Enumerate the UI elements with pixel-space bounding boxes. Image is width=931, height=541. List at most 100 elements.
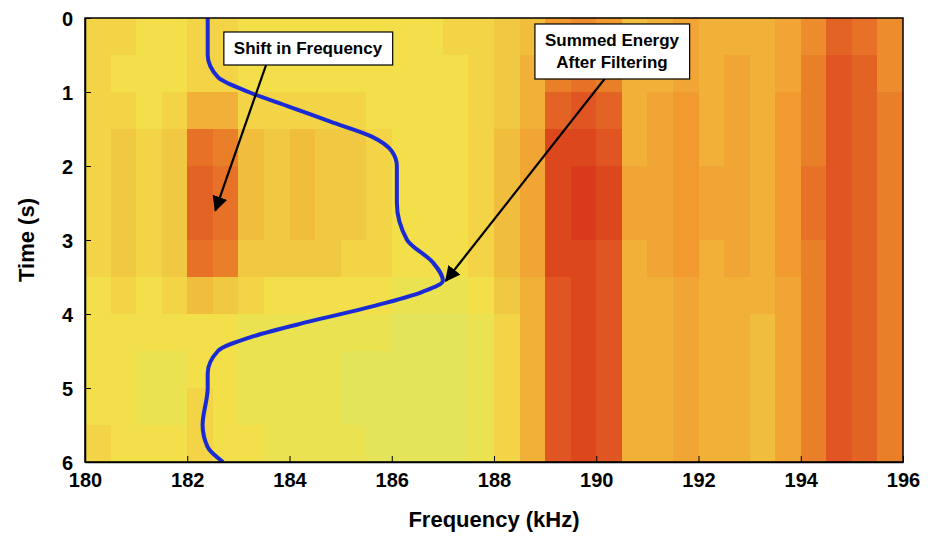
cell: [852, 55, 878, 93]
cell: [801, 129, 827, 167]
cell: [826, 55, 852, 93]
cell: [622, 425, 648, 462]
annotation: Summed EnergyAfter Filtering: [535, 24, 690, 79]
cell: [443, 425, 469, 462]
cell: [545, 425, 571, 462]
cell: [647, 166, 673, 204]
cell: [724, 240, 750, 278]
cell: [238, 425, 264, 462]
cell: [290, 425, 316, 462]
cell: [392, 351, 418, 389]
cell: [673, 277, 699, 315]
cell: [162, 388, 188, 426]
x-tick: 182: [171, 456, 204, 491]
cell: [647, 92, 673, 130]
cell: [494, 166, 520, 204]
cell: [187, 425, 213, 462]
cell: [724, 351, 750, 389]
cell: [111, 18, 137, 56]
x-tick: 192: [682, 456, 715, 491]
cell: [494, 277, 520, 315]
x-tick-label: 194: [785, 469, 819, 491]
cell: [852, 92, 878, 130]
cell: [136, 277, 162, 315]
cell: [162, 18, 188, 56]
cell: [213, 277, 239, 315]
cell: [622, 351, 648, 389]
cell: [85, 240, 111, 278]
cell: [315, 166, 341, 204]
cell: [213, 129, 239, 167]
cell: [290, 129, 316, 167]
cell: [545, 203, 571, 241]
cell: [111, 388, 137, 426]
cell: [417, 388, 443, 426]
cell: [750, 203, 776, 241]
cell: [187, 129, 213, 167]
cell: [417, 203, 443, 241]
cell: [622, 277, 648, 315]
cell: [366, 240, 392, 278]
cell: [136, 129, 162, 167]
cell: [443, 129, 469, 167]
cell: [647, 351, 673, 389]
cell: [699, 277, 725, 315]
cell: [622, 203, 648, 241]
cell: [136, 55, 162, 93]
cell: [443, 240, 469, 278]
cell: [724, 203, 750, 241]
x-tick-label: 184: [273, 469, 307, 491]
cell: [647, 314, 673, 352]
cell: [213, 166, 239, 204]
cell: [826, 425, 852, 462]
cell: [85, 55, 111, 93]
cell: [622, 166, 648, 204]
cell: [801, 314, 827, 352]
y-tick-label: 0: [62, 8, 73, 30]
cell: [366, 351, 392, 389]
cell: [162, 277, 188, 315]
cell: [699, 18, 725, 56]
cell: [750, 18, 776, 56]
cell: [520, 203, 546, 241]
cell: [750, 240, 776, 278]
cell: [571, 129, 597, 167]
cell: [85, 18, 111, 56]
cell: [571, 351, 597, 389]
cell: [315, 351, 341, 389]
cell: [699, 166, 725, 204]
cell: [775, 425, 801, 462]
x-tick-label: 190: [580, 469, 613, 491]
cell: [443, 166, 469, 204]
cell: [341, 92, 367, 130]
cell: [852, 388, 878, 426]
y-tick-mark: [85, 240, 91, 241]
y-axis-title: Time (s): [14, 198, 39, 282]
cell: [213, 240, 239, 278]
cell: [622, 388, 648, 426]
cell: [826, 277, 852, 315]
cell: [494, 240, 520, 278]
cell: [468, 351, 494, 389]
cell: [136, 314, 162, 352]
x-tick-mark: [392, 456, 393, 462]
cell: [85, 203, 111, 241]
cell: [111, 425, 137, 462]
cell: [264, 351, 290, 389]
y-tick: 0: [62, 8, 91, 30]
cell: [494, 55, 520, 93]
cell: [852, 203, 878, 241]
cell: [724, 388, 750, 426]
cell: [443, 277, 469, 315]
cell: [750, 351, 776, 389]
cell: [417, 351, 443, 389]
cell: [877, 129, 903, 167]
x-tick-label: 192: [682, 469, 715, 491]
cell: [545, 277, 571, 315]
cell: [111, 55, 137, 93]
cell: [877, 92, 903, 130]
cell: [213, 388, 239, 426]
cell: [520, 92, 546, 130]
x-tick: 194: [785, 456, 819, 491]
cell: [545, 166, 571, 204]
